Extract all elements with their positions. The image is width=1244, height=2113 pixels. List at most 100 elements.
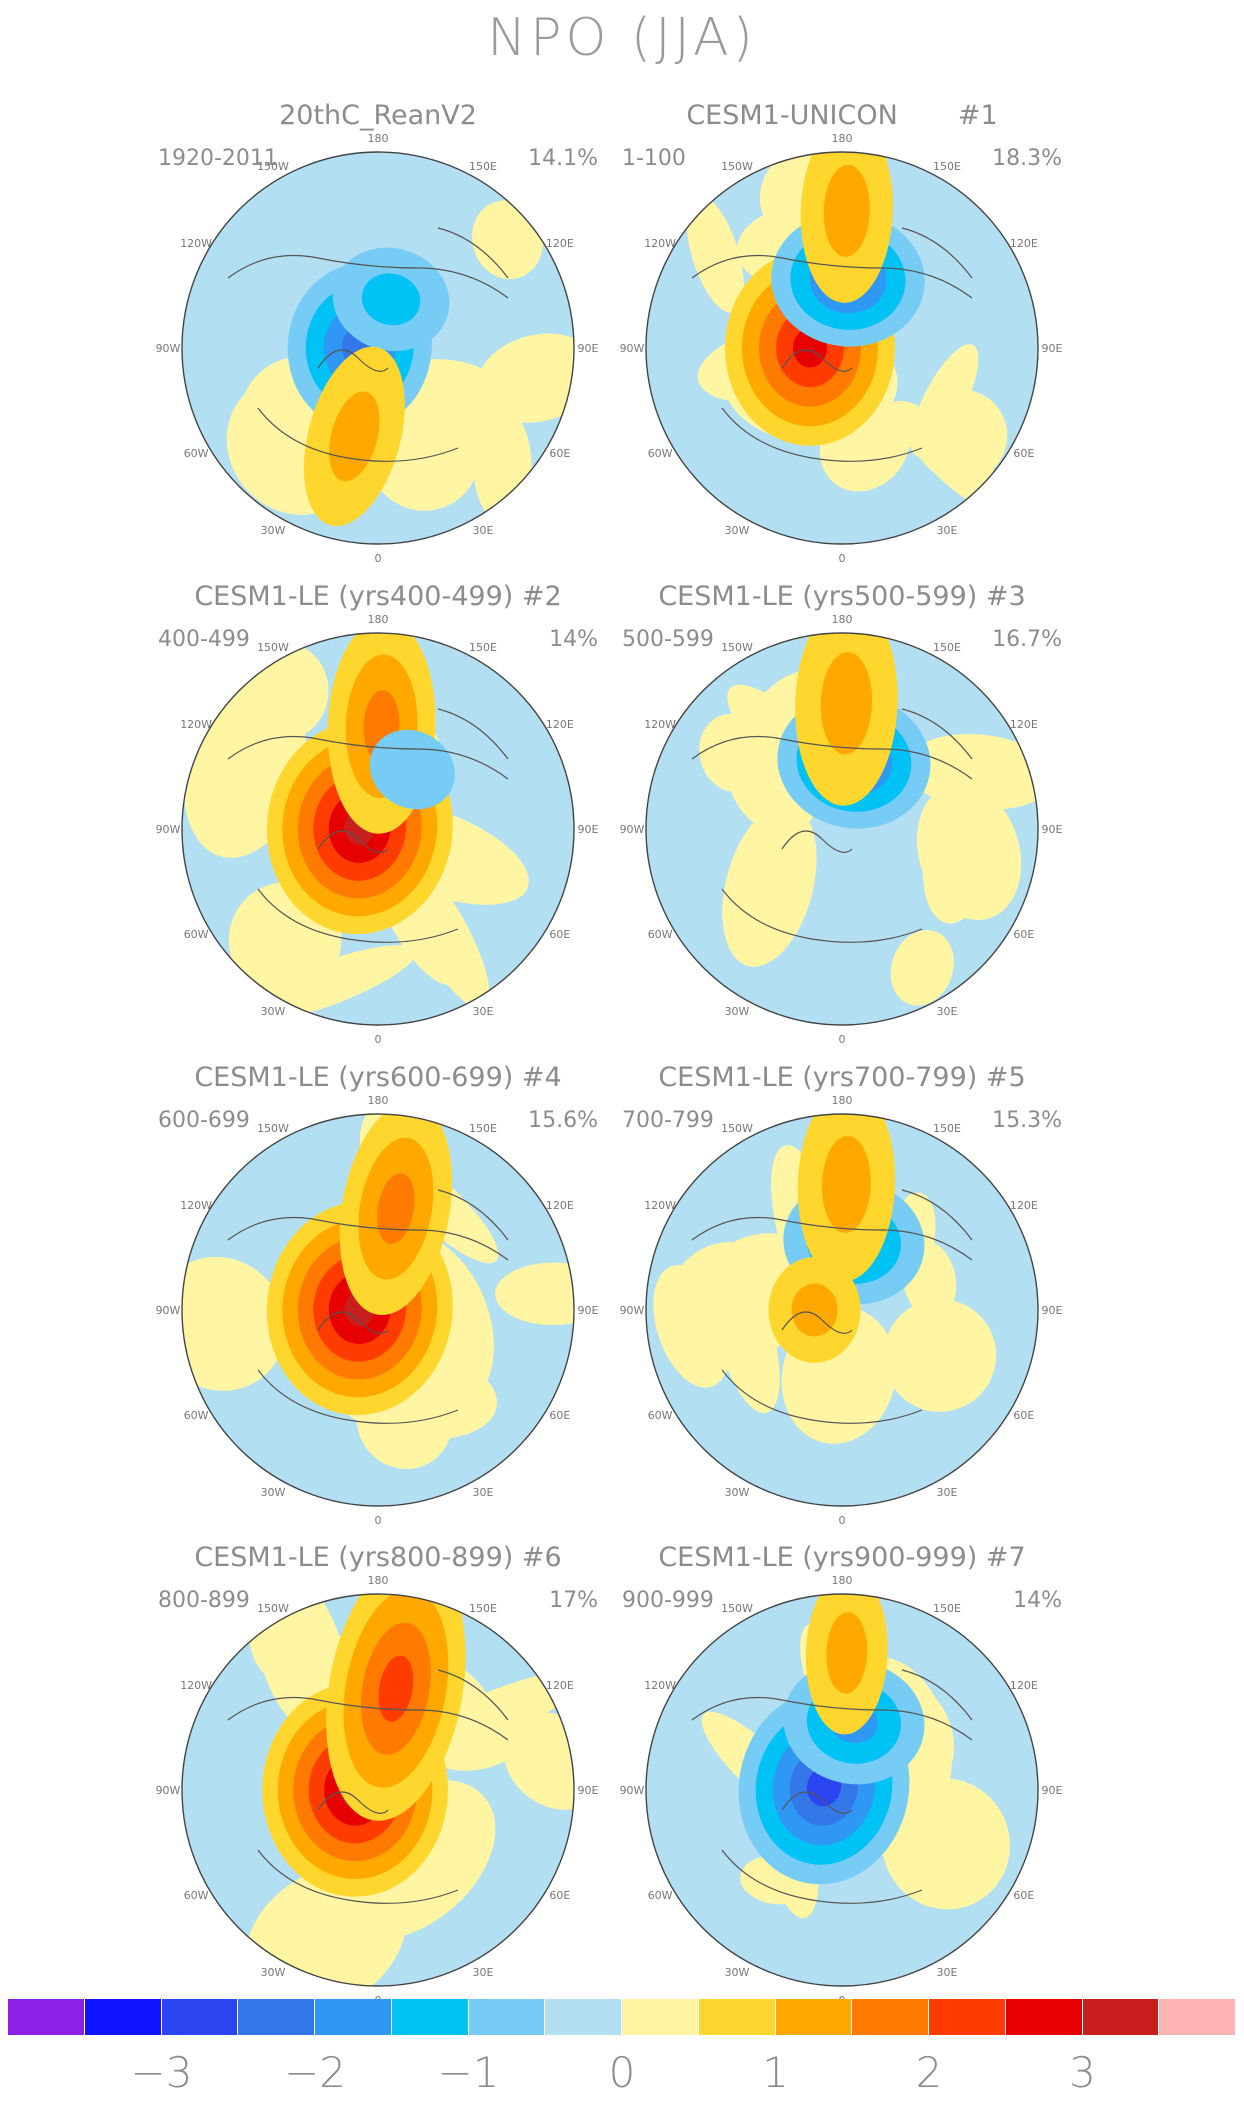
longitude-label: 30W — [261, 524, 286, 537]
longitude-label: 30W — [261, 1005, 286, 1018]
longitude-label: 150E — [469, 160, 497, 173]
panel-title: CESM1-LE (yrs400-499) #2 — [194, 581, 562, 612]
longitude-label: 60E — [1013, 447, 1034, 460]
longitude-label: 120E — [1010, 237, 1038, 250]
longitude-label: 30E — [473, 524, 494, 537]
longitude-label: 30W — [725, 524, 750, 537]
colorbar-box — [391, 1999, 469, 2035]
map-boundary — [181, 632, 575, 1026]
longitude-label: 120W — [180, 718, 212, 731]
coastline — [691, 708, 973, 943]
anomaly-patch — [916, 783, 1022, 920]
longitude-label: 90E — [578, 823, 599, 836]
longitude-label: 30W — [261, 1966, 286, 1979]
variance-explained: 15.3% — [992, 1108, 1062, 1133]
longitude-label: 120E — [546, 1679, 574, 1692]
longitude-label: 90W — [620, 1784, 645, 1797]
map-panel: 180150E120E90E60E30E030W60W90W120W150WCE… — [582, 1542, 1102, 2022]
longitude-label: 150W — [721, 641, 753, 654]
longitude-label: 60E — [549, 447, 570, 460]
longitude-label: 0 — [375, 1514, 382, 1527]
contour-level — [826, 1612, 868, 1694]
longitude-label: 120E — [546, 237, 574, 250]
longitude-label: 90E — [578, 342, 599, 355]
colorbar-tick-label: −1 — [437, 2048, 500, 2097]
colorbar-box — [852, 1999, 929, 2035]
panel-period: 1920-2011 — [158, 146, 278, 171]
longitude-label: 150W — [257, 160, 289, 173]
colorbar-box — [1082, 1999, 1160, 2035]
longitude-label: 30W — [725, 1005, 750, 1018]
variance-explained: 17% — [549, 1588, 598, 1613]
longitude-label: 120E — [1010, 1199, 1038, 1212]
panel-title: CESM1-UNICON #1 — [686, 100, 998, 131]
longitude-label: 60W — [184, 928, 209, 941]
figure-title: NPO (JJA) — [487, 8, 757, 68]
longitude-label: 120W — [180, 237, 212, 250]
longitude-label: 90E — [1042, 342, 1063, 355]
longitude-label: 0 — [839, 552, 846, 565]
longitude-label: 30W — [725, 1966, 750, 1979]
longitude-label: 0 — [839, 1514, 846, 1527]
longitude-label: 60E — [549, 928, 570, 941]
longitude-label: 60E — [549, 1889, 570, 1902]
map-boundary — [645, 632, 1039, 1026]
anomaly-patch — [686, 194, 744, 313]
variance-explained: 16.7% — [992, 627, 1062, 652]
panel-period: 800-899 — [158, 1588, 250, 1613]
anomaly-patch — [722, 804, 817, 967]
longitude-label: 60W — [184, 447, 209, 460]
longitude-label: 180 — [832, 1094, 853, 1107]
longitude-label: 30E — [473, 1966, 494, 1979]
longitude-label: 180 — [368, 1574, 389, 1587]
longitude-label: 120E — [1010, 718, 1038, 731]
panel-title: CESM1-LE (yrs800-899) #6 — [194, 1542, 562, 1573]
longitude-label: 0 — [375, 552, 382, 565]
panel-title: CESM1-LE (yrs900-999) #7 — [658, 1542, 1026, 1573]
longitude-label: 90E — [1042, 1784, 1063, 1797]
longitude-label: 120E — [1010, 1679, 1038, 1692]
colorbar — [8, 1999, 1236, 2035]
longitude-label: 180 — [832, 132, 853, 145]
map-boundary — [181, 1113, 575, 1507]
longitude-label: 30W — [725, 1486, 750, 1499]
map-panel: 180150E120E90E60E30E030W60W90W120W150WCE… — [118, 1542, 638, 2022]
longitude-label: 60E — [1013, 1889, 1034, 1902]
contour-level — [378, 1655, 414, 1722]
colorbar-tick-label: −2 — [284, 2048, 346, 2097]
coastline — [691, 1669, 973, 1904]
longitude-label: 150W — [721, 160, 753, 173]
longitude-label: 30E — [937, 1005, 958, 1018]
colorbar-tick-label: −3 — [130, 2048, 193, 2097]
anomaly-patch — [890, 930, 954, 1006]
contour-level — [822, 1135, 871, 1233]
coastline — [227, 708, 509, 943]
contour-level — [329, 391, 380, 482]
longitude-label: 0 — [839, 1033, 846, 1046]
colorbar-tick-label: 3 — [1069, 2048, 1096, 2097]
map-boundary — [645, 151, 1039, 545]
longitude-label: 150W — [257, 641, 289, 654]
longitude-label: 30E — [937, 524, 958, 537]
anomaly-patch — [495, 1262, 574, 1326]
panel-period: 700-799 — [622, 1108, 714, 1133]
anomaly-patch — [503, 1712, 574, 1810]
map-boundary — [181, 1593, 575, 1987]
colorbar-box — [545, 1999, 622, 2035]
longitude-label: 30E — [937, 1966, 958, 1979]
colorbar-box — [8, 1999, 85, 2035]
longitude-label: 120W — [644, 1679, 676, 1692]
longitude-label: 30E — [473, 1005, 494, 1018]
colorbar-box — [698, 1999, 776, 2035]
variance-explained: 14% — [549, 627, 598, 652]
longitude-label: 150W — [721, 1602, 753, 1615]
panel-title: CESM1-LE (yrs700-799) #5 — [658, 1062, 1026, 1093]
coastline — [227, 1189, 509, 1424]
coastline — [691, 227, 973, 462]
